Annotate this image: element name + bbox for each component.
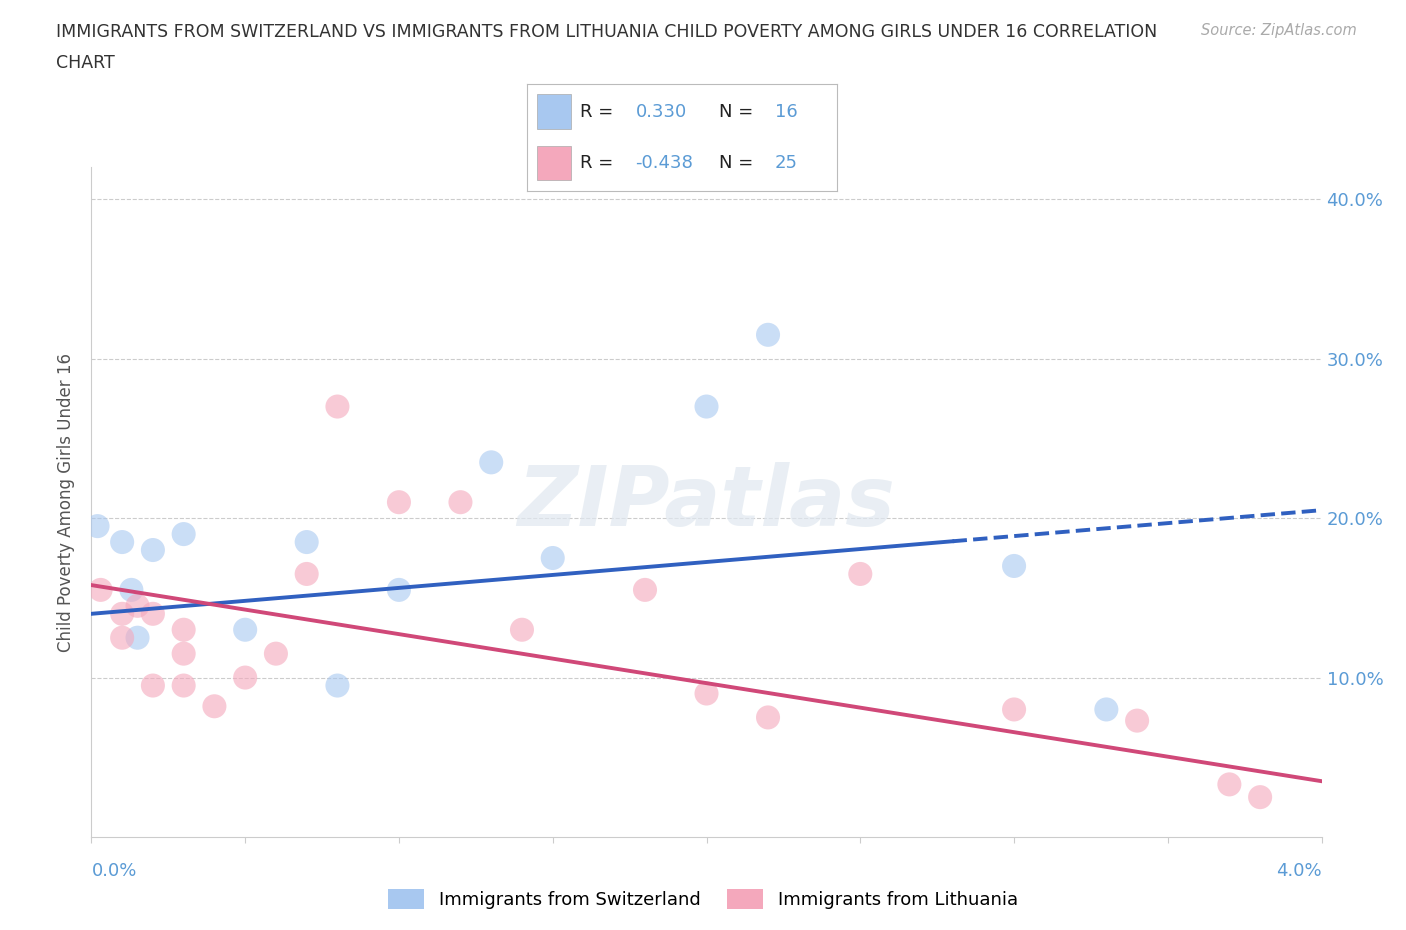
Text: 16: 16	[775, 102, 797, 121]
Point	[388, 582, 411, 597]
Point	[295, 566, 318, 581]
Text: CHART: CHART	[56, 54, 115, 72]
Point	[388, 495, 411, 510]
Point	[233, 671, 256, 685]
Point	[695, 686, 717, 701]
Text: N =: N =	[718, 102, 759, 121]
Point	[1002, 559, 1025, 574]
Point	[295, 535, 318, 550]
Point	[142, 678, 165, 693]
Point	[120, 582, 142, 597]
Point	[695, 399, 717, 414]
Point	[127, 631, 149, 645]
Text: 25: 25	[775, 153, 797, 172]
Point	[326, 678, 349, 693]
Point	[1218, 777, 1240, 791]
Point	[849, 566, 872, 581]
Point	[756, 710, 779, 724]
Point	[173, 622, 195, 637]
Point	[173, 526, 195, 541]
Point	[111, 606, 134, 621]
Point	[264, 646, 287, 661]
Point	[233, 622, 256, 637]
Point	[173, 678, 195, 693]
Text: 0.0%: 0.0%	[91, 862, 136, 881]
Point	[326, 399, 349, 414]
Text: ZIPatlas: ZIPatlas	[517, 461, 896, 543]
Point	[90, 582, 112, 597]
Legend: Immigrants from Switzerland, Immigrants from Lithuania: Immigrants from Switzerland, Immigrants …	[381, 882, 1025, 916]
Point	[479, 455, 502, 470]
Text: Source: ZipAtlas.com: Source: ZipAtlas.com	[1201, 23, 1357, 38]
Text: 0.330: 0.330	[636, 102, 686, 121]
Y-axis label: Child Poverty Among Girls Under 16: Child Poverty Among Girls Under 16	[58, 352, 76, 652]
Point	[449, 495, 471, 510]
Point	[111, 535, 134, 550]
Point	[202, 698, 225, 713]
Point	[142, 542, 165, 557]
Text: 4.0%: 4.0%	[1277, 862, 1322, 881]
Text: -0.438: -0.438	[636, 153, 693, 172]
Point	[1249, 790, 1271, 804]
Point	[142, 606, 165, 621]
Text: IMMIGRANTS FROM SWITZERLAND VS IMMIGRANTS FROM LITHUANIA CHILD POVERTY AMONG GIR: IMMIGRANTS FROM SWITZERLAND VS IMMIGRANT…	[56, 23, 1157, 41]
FancyBboxPatch shape	[537, 146, 571, 180]
Point	[756, 327, 779, 342]
Point	[173, 646, 195, 661]
Point	[510, 622, 533, 637]
Text: R =: R =	[579, 153, 619, 172]
FancyBboxPatch shape	[537, 95, 571, 128]
Point	[1002, 702, 1025, 717]
Point	[1126, 713, 1149, 728]
Point	[634, 582, 657, 597]
Point	[127, 598, 149, 613]
Point	[86, 519, 108, 534]
Point	[111, 631, 134, 645]
Point	[1095, 702, 1118, 717]
Text: R =: R =	[579, 102, 619, 121]
Text: N =: N =	[718, 153, 759, 172]
Point	[541, 551, 564, 565]
